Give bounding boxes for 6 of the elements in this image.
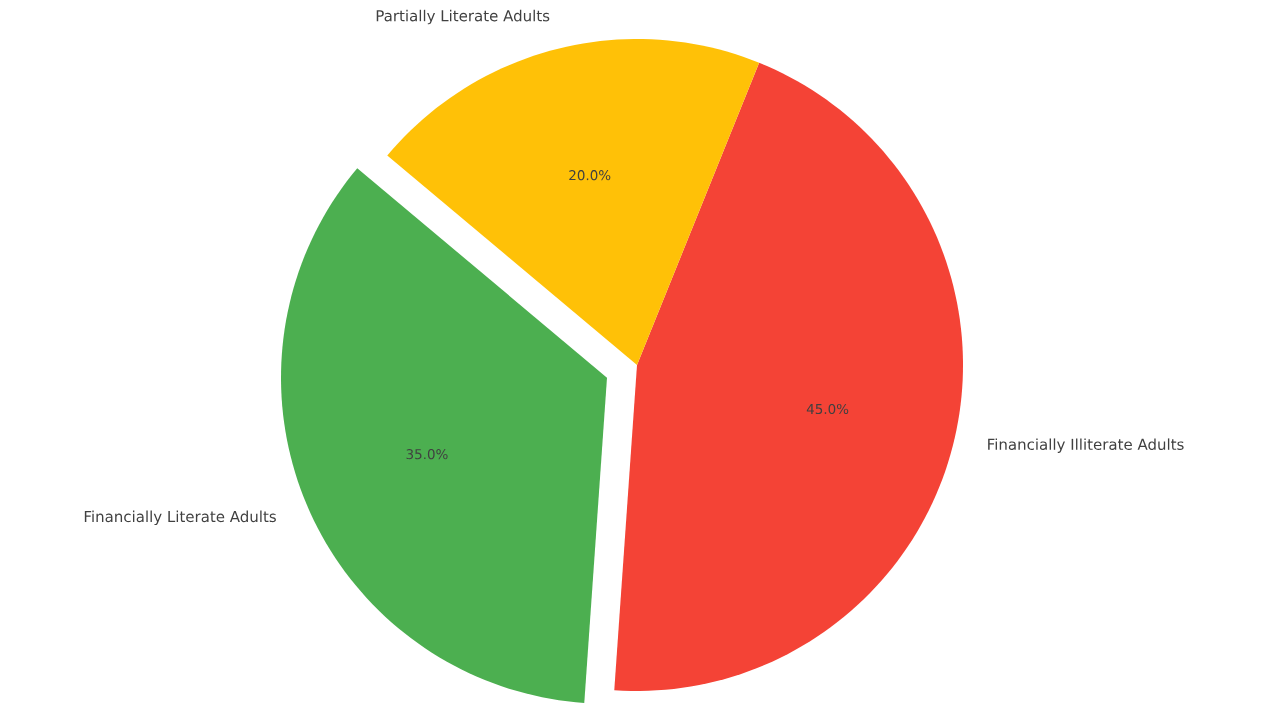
- data-label: 35.0%: [406, 449, 448, 460]
- data-label: 45.0%: [806, 403, 849, 415]
- data-label: 20.0%: [569, 170, 611, 181]
- slice-label: Financially Illiterate Adults: [988, 438, 1184, 453]
- slice-label: Financially Literate Adults: [84, 510, 276, 526]
- slice-label: Partially Literate Adults: [376, 9, 550, 25]
